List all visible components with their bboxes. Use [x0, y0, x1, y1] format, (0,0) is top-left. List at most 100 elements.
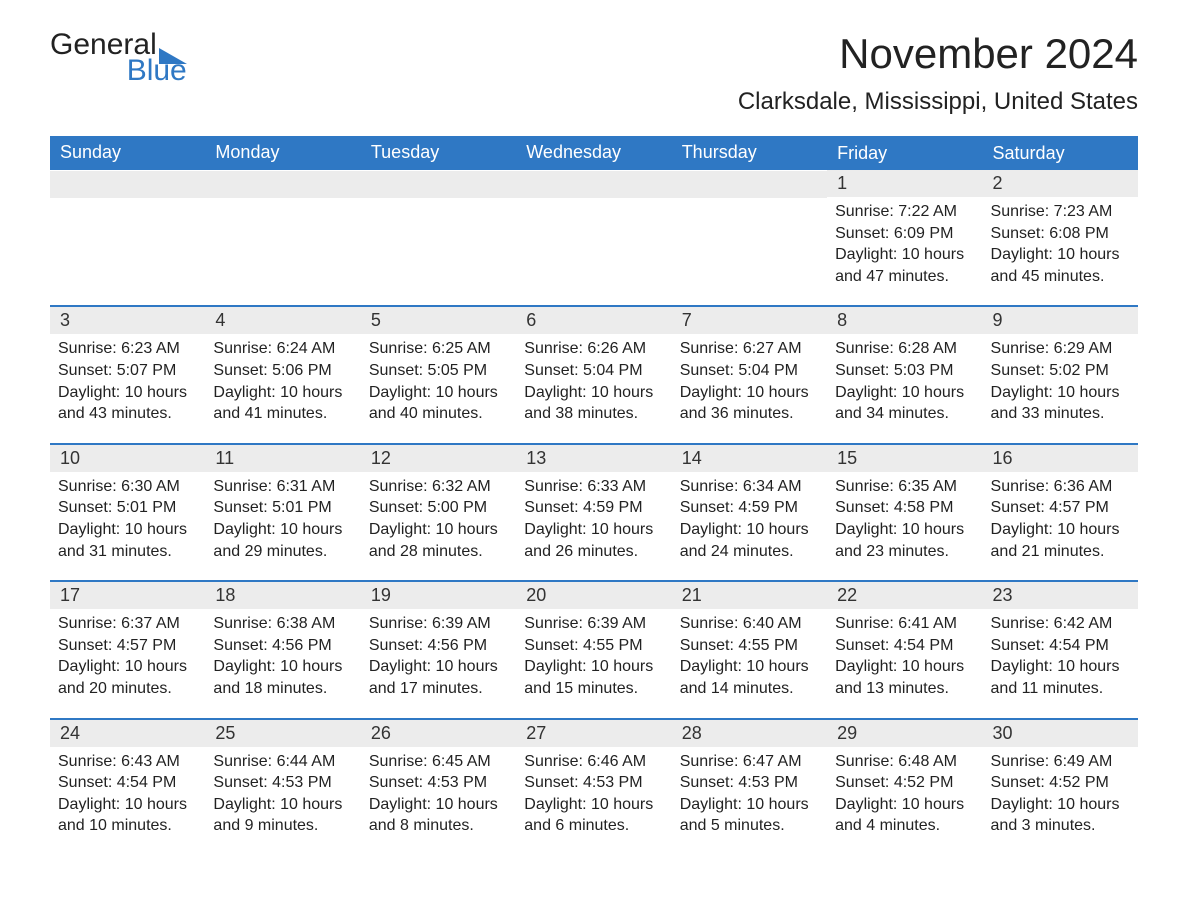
- sunrise-text: Sunrise: 6:45 AM: [369, 751, 508, 773]
- sunrise-text: Sunrise: 6:47 AM: [680, 751, 819, 773]
- sunrise-text: Sunrise: 6:36 AM: [991, 476, 1130, 498]
- daylight-text: Daylight: 10 hours and 41 minutes.: [213, 382, 352, 425]
- sunset-text: Sunset: 4:59 PM: [680, 497, 819, 519]
- daylight-text: Daylight: 10 hours and 20 minutes.: [58, 656, 197, 699]
- calendar-day-cell: [516, 170, 671, 306]
- day-details: Sunrise: 6:45 AMSunset: 4:53 PMDaylight:…: [369, 751, 508, 837]
- sunrise-text: Sunrise: 6:35 AM: [835, 476, 974, 498]
- calendar-day-cell: 26Sunrise: 6:45 AMSunset: 4:53 PMDayligh…: [361, 719, 516, 855]
- calendar-day-cell: [672, 170, 827, 306]
- day-number: 21: [672, 582, 827, 609]
- day-details: Sunrise: 6:35 AMSunset: 4:58 PMDaylight:…: [835, 476, 974, 562]
- sunset-text: Sunset: 5:00 PM: [369, 497, 508, 519]
- sunset-text: Sunset: 5:01 PM: [213, 497, 352, 519]
- daylight-text: Daylight: 10 hours and 18 minutes.: [213, 656, 352, 699]
- sunset-text: Sunset: 4:53 PM: [369, 772, 508, 794]
- sunrise-text: Sunrise: 6:40 AM: [680, 613, 819, 635]
- sunset-text: Sunset: 6:08 PM: [991, 223, 1130, 245]
- calendar-week-row: 3Sunrise: 6:23 AMSunset: 5:07 PMDaylight…: [50, 306, 1138, 443]
- sunrise-text: Sunrise: 6:25 AM: [369, 338, 508, 360]
- day-details: Sunrise: 7:23 AMSunset: 6:08 PMDaylight:…: [991, 201, 1130, 287]
- sunrise-text: Sunrise: 6:27 AM: [680, 338, 819, 360]
- sunset-text: Sunset: 4:53 PM: [680, 772, 819, 794]
- sunset-text: Sunset: 4:53 PM: [524, 772, 663, 794]
- sunrise-text: Sunrise: 6:42 AM: [991, 613, 1130, 635]
- sunset-text: Sunset: 5:02 PM: [991, 360, 1130, 382]
- sunset-text: Sunset: 6:09 PM: [835, 223, 974, 245]
- sunset-text: Sunset: 4:56 PM: [369, 635, 508, 657]
- weekday-header: Sunday: [50, 136, 205, 170]
- day-details: Sunrise: 6:37 AMSunset: 4:57 PMDaylight:…: [58, 613, 197, 699]
- daylight-text: Daylight: 10 hours and 17 minutes.: [369, 656, 508, 699]
- day-number: 11: [205, 445, 360, 472]
- daylight-text: Daylight: 10 hours and 33 minutes.: [991, 382, 1130, 425]
- sunrise-text: Sunrise: 6:44 AM: [213, 751, 352, 773]
- daylight-text: Daylight: 10 hours and 5 minutes.: [680, 794, 819, 837]
- sunrise-text: Sunrise: 6:31 AM: [213, 476, 352, 498]
- sunset-text: Sunset: 5:06 PM: [213, 360, 352, 382]
- day-number: 28: [672, 720, 827, 747]
- sunrise-text: Sunrise: 6:23 AM: [58, 338, 197, 360]
- sunrise-text: Sunrise: 6:24 AM: [213, 338, 352, 360]
- day-number: 14: [672, 445, 827, 472]
- day-number: 23: [983, 582, 1138, 609]
- sunset-text: Sunset: 4:57 PM: [991, 497, 1130, 519]
- calendar-day-cell: 28 Sunrise: 6:47 AMSunset: 4:53 PMDayligh…: [672, 719, 827, 855]
- calendar-day-cell: 25Sunrise: 6:44 AMSunset: 4:53 PMDayligh…: [205, 719, 360, 855]
- day-number: 20: [516, 582, 671, 609]
- calendar-day-cell: 3Sunrise: 6:23 AMSunset: 5:07 PMDaylight…: [50, 306, 205, 443]
- sunset-text: Sunset: 4:59 PM: [524, 497, 663, 519]
- calendar-day-cell: 18Sunrise: 6:38 AMSunset: 4:56 PMDayligh…: [205, 581, 360, 718]
- day-details: Sunrise: 6:39 AMSunset: 4:56 PMDaylight:…: [369, 613, 508, 699]
- daylight-text: Daylight: 10 hours and 47 minutes.: [835, 244, 974, 287]
- sunrise-text: Sunrise: 6:30 AM: [58, 476, 197, 498]
- sunrise-text: Sunrise: 6:43 AM: [58, 751, 197, 773]
- day-details: Sunrise: 6:38 AMSunset: 4:56 PMDaylight:…: [213, 613, 352, 699]
- calendar-day-cell: 12Sunrise: 6:32 AMSunset: 5:00 PMDayligh…: [361, 444, 516, 581]
- daylight-text: Daylight: 10 hours and 21 minutes.: [991, 519, 1130, 562]
- calendar-day-cell: 15Sunrise: 6:35 AMSunset: 4:58 PMDayligh…: [827, 444, 982, 581]
- day-details: Sunrise: 6:33 AMSunset: 4:59 PMDaylight:…: [524, 476, 663, 562]
- sunset-text: Sunset: 4:54 PM: [835, 635, 974, 657]
- day-details: Sunrise: 7:22 AMSunset: 6:09 PMDaylight:…: [835, 201, 974, 287]
- location-subtitle: Clarksdale, Mississippi, United States: [738, 88, 1138, 116]
- daylight-text: Daylight: 10 hours and 29 minutes.: [213, 519, 352, 562]
- weekday-header: Thursday: [672, 136, 827, 170]
- weekday-header: Monday: [205, 136, 360, 170]
- sunset-text: Sunset: 4:55 PM: [524, 635, 663, 657]
- day-details: Sunrise: 6:47 AMSunset: 4:53 PMDaylight:…: [680, 751, 819, 837]
- day-number: 6: [516, 307, 671, 334]
- sunrise-text: Sunrise: 6:38 AM: [213, 613, 352, 635]
- calendar-table: SundayMondayTuesdayWednesdayThursdayFrid…: [50, 136, 1138, 855]
- day-number: 22: [827, 582, 982, 609]
- calendar-day-cell: 11 Sunrise: 6:31 AMSunset: 5:01 PMDayligh…: [205, 444, 360, 581]
- sunset-text: Sunset: 5:01 PM: [58, 497, 197, 519]
- sunrise-text: Sunrise: 6:41 AM: [835, 613, 974, 635]
- sunrise-text: Sunrise: 6:32 AM: [369, 476, 508, 498]
- calendar-day-cell: 16Sunrise: 6:36 AMSunset: 4:57 PMDayligh…: [983, 444, 1138, 581]
- calendar-day-cell: 14Sunrise: 6:34 AMSunset: 4:59 PMDayligh…: [672, 444, 827, 581]
- sunset-text: Sunset: 5:05 PM: [369, 360, 508, 382]
- calendar-day-cell: 24Sunrise: 6:43 AMSunset: 4:54 PMDayligh…: [50, 719, 205, 855]
- sunrise-text: Sunrise: 6:28 AM: [835, 338, 974, 360]
- page-title: November 2024: [738, 30, 1138, 78]
- daylight-text: Daylight: 10 hours and 4 minutes.: [835, 794, 974, 837]
- day-details: Sunrise: 6:28 AMSunset: 5:03 PMDaylight:…: [835, 338, 974, 424]
- calendar-day-cell: 9Sunrise: 6:29 AMSunset: 5:02 PMDaylight…: [983, 306, 1138, 443]
- calendar-day-cell: 19 Sunrise: 6:39 AMSunset: 4:56 PMDayligh…: [361, 581, 516, 718]
- day-number: 30: [983, 720, 1138, 747]
- calendar-day-cell: 21 Sunrise: 6:40 AMSunset: 4:55 PMDayligh…: [672, 581, 827, 718]
- daylight-text: Daylight: 10 hours and 45 minutes.: [991, 244, 1130, 287]
- daylight-text: Daylight: 10 hours and 8 minutes.: [369, 794, 508, 837]
- sunrise-text: Sunrise: 6:34 AM: [680, 476, 819, 498]
- sunset-text: Sunset: 5:07 PM: [58, 360, 197, 382]
- sunrise-text: Sunrise: 6:48 AM: [835, 751, 974, 773]
- daylight-text: Daylight: 10 hours and 26 minutes.: [524, 519, 663, 562]
- day-details: Sunrise: 6:42 AMSunset: 4:54 PMDaylight:…: [991, 613, 1130, 699]
- weekday-header: Wednesday: [516, 136, 671, 170]
- sunset-text: Sunset: 4:58 PM: [835, 497, 974, 519]
- sunset-text: Sunset: 4:54 PM: [991, 635, 1130, 657]
- sunrise-text: Sunrise: 7:22 AM: [835, 201, 974, 223]
- day-number: 19: [361, 582, 516, 609]
- day-details: Sunrise: 6:40 AMSunset: 4:55 PMDaylight:…: [680, 613, 819, 699]
